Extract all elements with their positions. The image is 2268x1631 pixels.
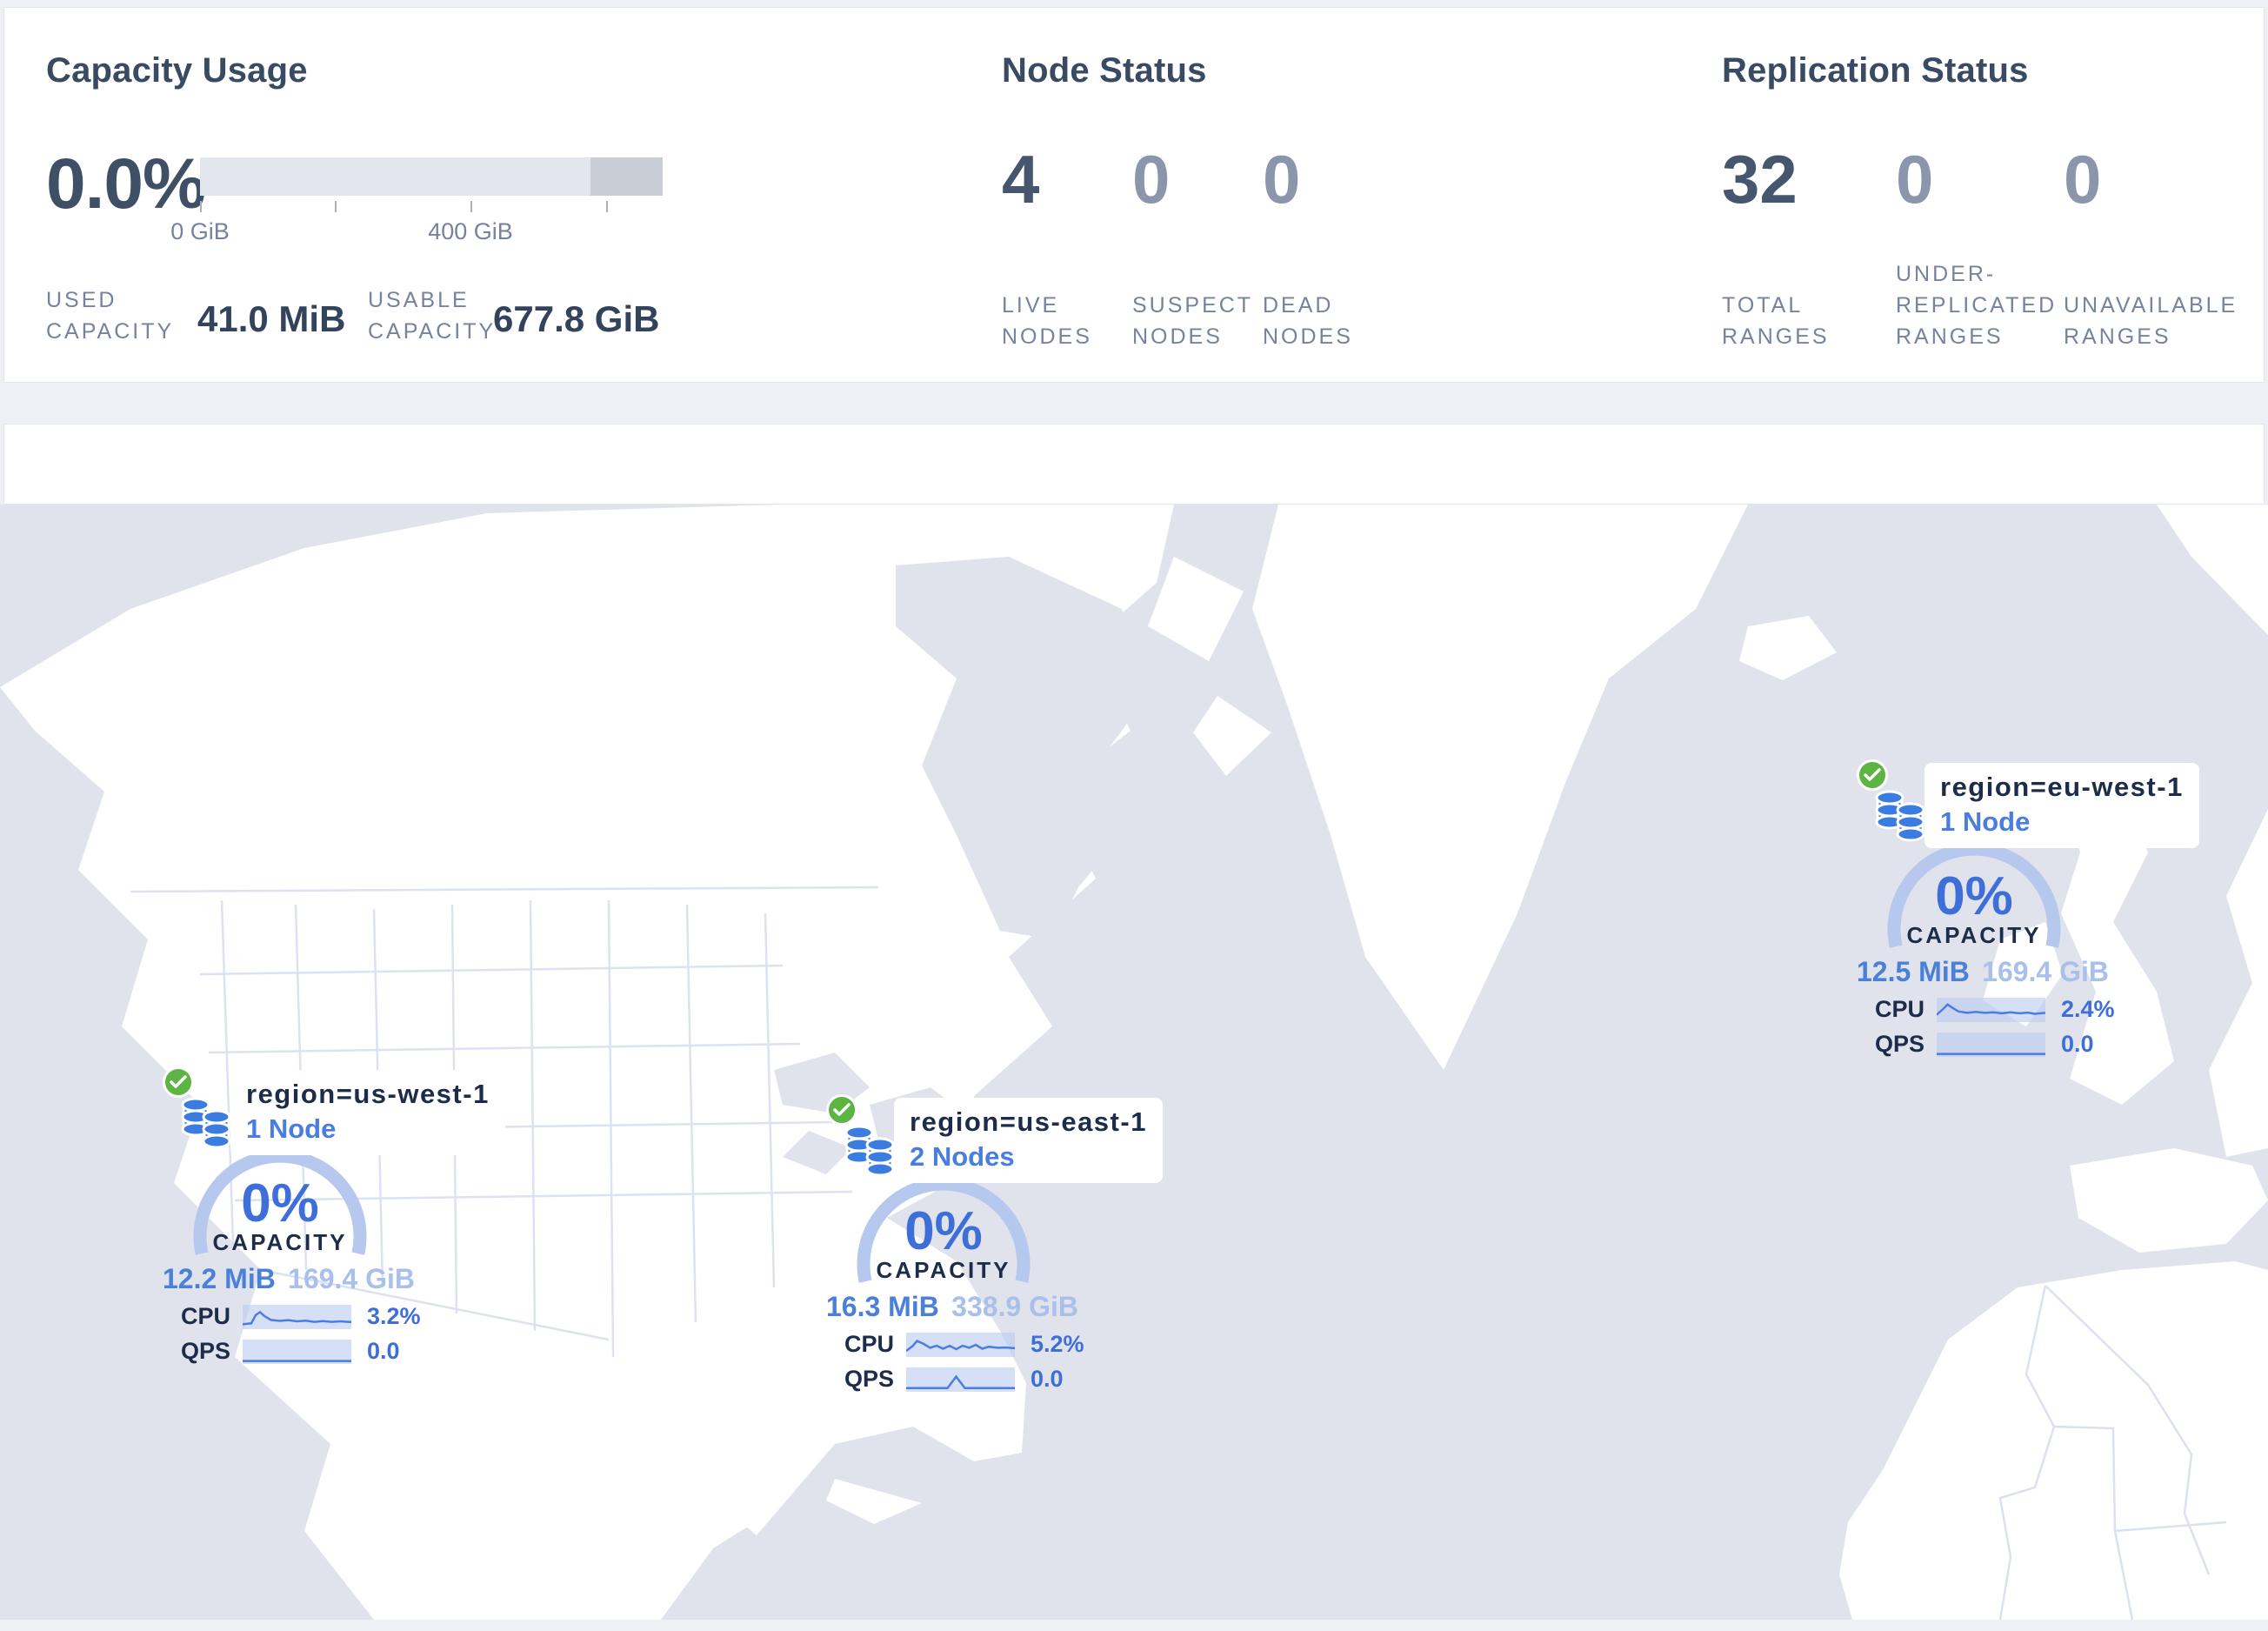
total-capacity-value: 169.4 GiB — [288, 1263, 415, 1294]
replication-status-value: 0 — [1896, 141, 1934, 217]
qps-row: QPS 0.0 — [163, 1338, 424, 1365]
used-capacity-value: 12.2 MiB — [163, 1263, 276, 1294]
qps-value: 0.0 — [367, 1338, 400, 1364]
cpu-sparkline — [243, 1304, 351, 1329]
node-status-value: 4 — [1002, 141, 1040, 217]
region-marker[interactable]: region=us-west-1 1 Node 0% CAPACITY 12.2… — [163, 1066, 505, 1380]
qps-sparkline — [243, 1339, 351, 1364]
capacity-gauge-percent: 0% — [904, 1201, 983, 1261]
region-name: region=eu-west-1 — [1940, 772, 2184, 802]
capacity-gauge-percent: 0% — [1935, 866, 2013, 926]
cpu-row: CPU 3.2% — [163, 1303, 424, 1330]
node-status-value: 0 — [1132, 141, 1171, 217]
node-status-label: DEAD NODES — [1263, 293, 1353, 349]
node-status-value: 0 — [1263, 141, 1301, 217]
capacity-metric-value: 41.0 MiB — [197, 298, 346, 339]
replication-status-value: 32 — [1722, 141, 1798, 217]
capacity-axis-tick — [200, 201, 202, 212]
capacity-gauge-label: CAPACITY — [212, 1229, 348, 1255]
capacity-axis-tick — [335, 201, 337, 212]
region-label-box: region=eu-west-1 1 Node — [1924, 763, 2199, 848]
used-capacity-value: 12.5 MiB — [1857, 956, 1970, 987]
qps-sparkline — [906, 1367, 1015, 1392]
replication-status-label: UNAVAILABLE RANGES — [2064, 293, 2238, 349]
region-marker[interactable]: region=eu-west-1 1 Node 0% CAPACITY 12.5… — [1857, 759, 2199, 1073]
cpu-row: CPU 2.4% — [1857, 996, 2118, 1023]
cpu-label: CPU — [844, 1331, 894, 1357]
capacity-gauge-arc — [857, 1177, 1031, 1283]
capacity-metric-label: USED CAPACITY — [46, 288, 175, 344]
region-marker[interactable]: region=us-east-1 2 Nodes 0% CAPACITY 16.… — [826, 1094, 1163, 1407]
database-stack-icon — [181, 1097, 231, 1149]
region-node-count: 1 Node — [1940, 806, 2031, 837]
replication-status-title: Replication Status — [1722, 51, 2029, 90]
capacity-gauge-arc — [1887, 842, 2061, 948]
cpu-sparkline — [1937, 997, 2045, 1022]
used-capacity-value: 16.3 MiB — [826, 1291, 939, 1322]
cpu-value: 3.2% — [367, 1303, 421, 1329]
database-stack-icon — [844, 1125, 895, 1177]
cpu-row: CPU 5.2% — [826, 1331, 1087, 1358]
capacity-bar-reserved-segment — [590, 157, 663, 196]
capacity-bar — [200, 157, 663, 196]
qps-row: QPS 0.0 — [1857, 1031, 2118, 1058]
capacity-axis-tick — [606, 201, 608, 212]
region-label-box: region=us-east-1 2 Nodes — [894, 1098, 1163, 1183]
capacity-gauge-percent: 0% — [241, 1173, 319, 1233]
cluster-summary-panel: Capacity Usage 0.0% 0 GiB 400 GiB USED CA… — [3, 7, 2265, 383]
capacity-values: 12.2 MiB 169.4 GiB — [163, 1263, 415, 1295]
cpu-label: CPU — [1874, 996, 1924, 1022]
capacity-axis-tick — [470, 201, 472, 212]
capacity-values: 16.3 MiB 338.9 GiB — [826, 1291, 1078, 1323]
capacity-axis-tick-label: 0 GiB — [170, 218, 230, 244]
node-status-title: Node Status — [1002, 51, 1207, 90]
database-stack-icon — [1875, 790, 1925, 842]
qps-label: QPS — [180, 1338, 230, 1364]
healthy-check-icon — [163, 1066, 194, 1098]
region-name: region=us-east-1 — [910, 1106, 1147, 1137]
replication-status-label: UNDER- REPLICATED RANGES — [1896, 262, 2058, 349]
total-capacity-value: 169.4 GiB — [1982, 956, 2109, 987]
capacity-usage-title: Capacity Usage — [46, 51, 308, 90]
capacity-metric-label: USABLE CAPACITY — [368, 288, 497, 344]
map-toolbar: Node Map ▼ Cluster 10m Past 10 Minutes — [3, 424, 2265, 926]
healthy-check-icon — [1857, 759, 1888, 791]
total-capacity-value: 338.9 GiB — [951, 1291, 1078, 1322]
region-node-count: 1 Node — [246, 1113, 337, 1144]
cpu-sparkline — [906, 1332, 1015, 1357]
cpu-label: CPU — [180, 1303, 230, 1329]
region-node-count: 2 Nodes — [910, 1141, 1015, 1172]
healthy-check-icon — [826, 1094, 857, 1126]
region-label-box: region=us-west-1 1 Node — [230, 1070, 505, 1155]
region-name: region=us-west-1 — [246, 1079, 490, 1109]
node-status-label: SUSPECT NODES — [1132, 293, 1254, 349]
capacity-gauge-label: CAPACITY — [1906, 922, 2042, 948]
replication-status-value: 0 — [2064, 141, 2102, 217]
capacity-values: 12.5 MiB 169.4 GiB — [1857, 956, 2109, 988]
capacity-gauge-label: CAPACITY — [876, 1257, 1011, 1283]
cpu-value: 2.4% — [2061, 996, 2115, 1022]
capacity-used-percent: 0.0% — [46, 144, 206, 224]
qps-sparkline — [1937, 1032, 2045, 1057]
qps-value: 0.0 — [2061, 1031, 2094, 1057]
node-status-label: LIVE NODES — [1002, 293, 1092, 349]
cpu-value: 5.2% — [1031, 1331, 1084, 1357]
world-map: region=us-west-1 1 Node 0% CAPACITY 12.2… — [0, 505, 2268, 1620]
capacity-axis-tick-label: 400 GiB — [428, 218, 513, 244]
capacity-gauge-arc — [193, 1149, 367, 1255]
qps-row: QPS 0.0 — [826, 1366, 1087, 1393]
replication-status-label: TOTAL RANGES — [1722, 293, 1830, 349]
page-footer-strip — [0, 1620, 2268, 1631]
capacity-metric-value: 677.8 GiB — [493, 298, 660, 339]
qps-label: QPS — [1874, 1031, 1924, 1057]
qps-label: QPS — [844, 1366, 894, 1392]
qps-value: 0.0 — [1031, 1366, 1064, 1392]
